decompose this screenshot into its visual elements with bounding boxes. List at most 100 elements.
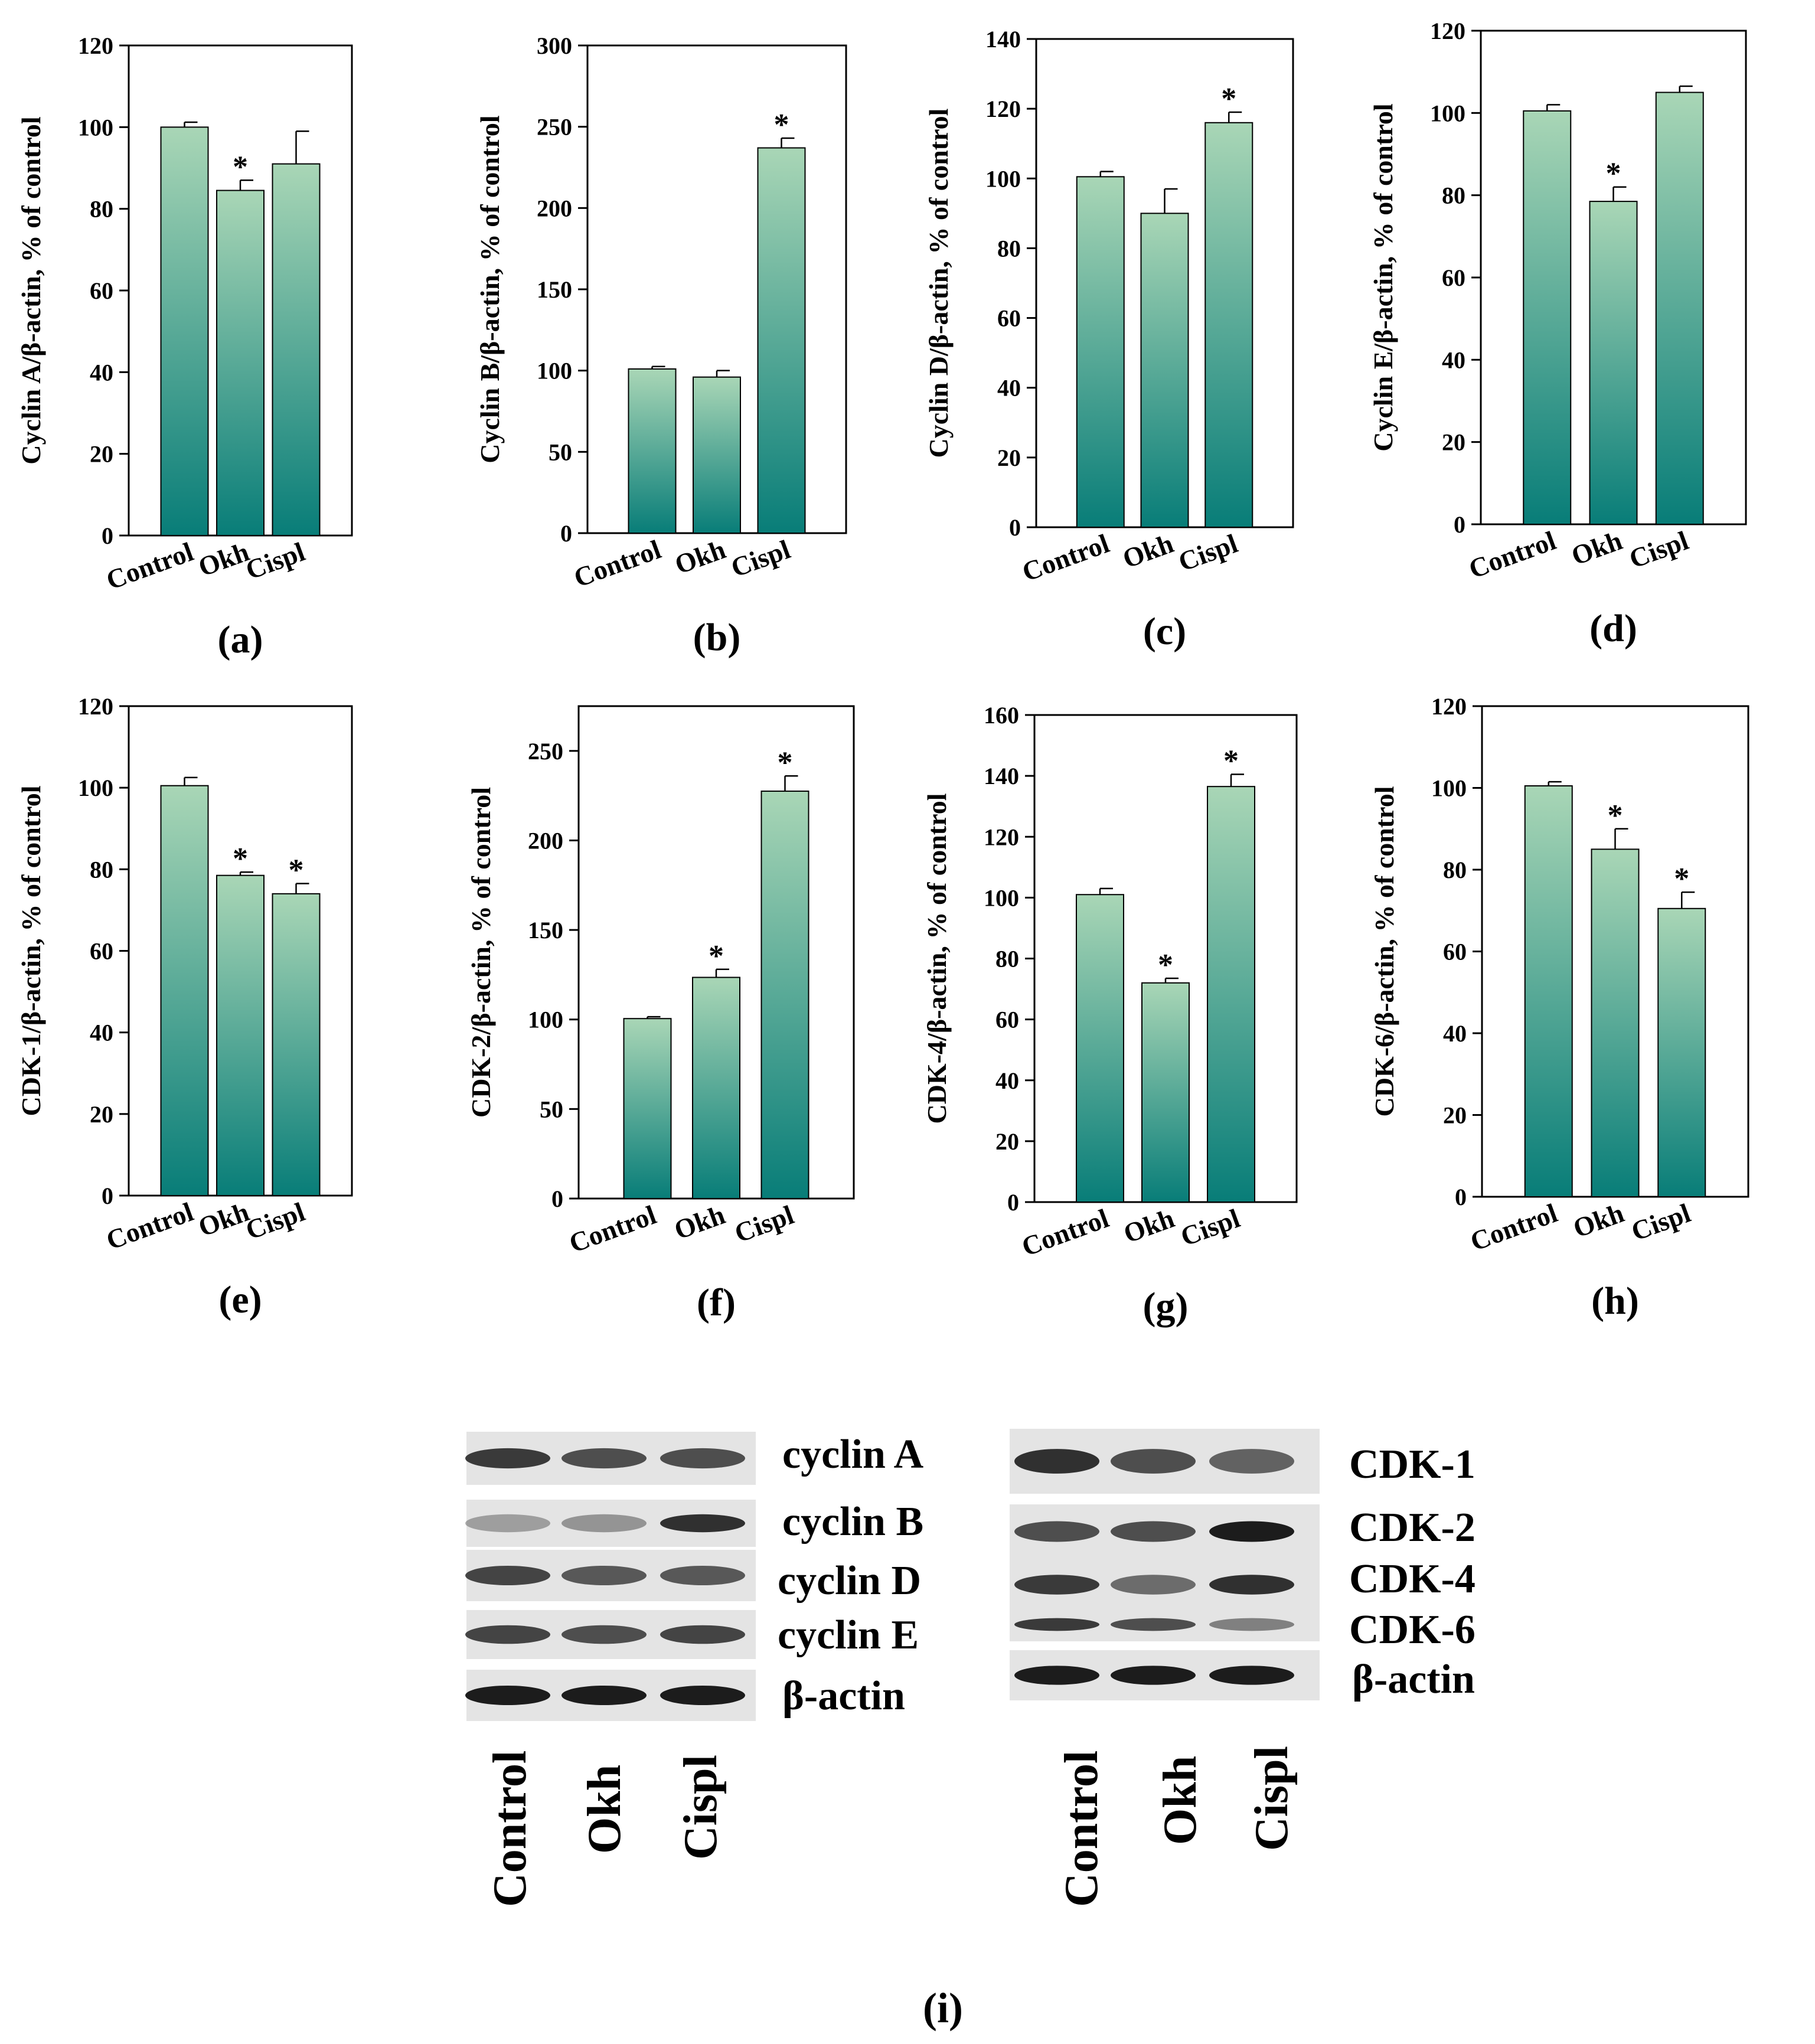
y-tick-label: 80 bbox=[995, 946, 1019, 972]
bar-cispl bbox=[757, 147, 806, 534]
significance-marker: * bbox=[774, 108, 789, 142]
y-tick-label: 120 bbox=[985, 96, 1021, 122]
band-label-cdk-1: CDK-1 bbox=[1349, 1442, 1475, 1487]
y-tick-label: 100 bbox=[984, 884, 1019, 911]
significance-marker: * bbox=[1221, 82, 1236, 116]
bar-control bbox=[1524, 785, 1573, 1197]
western-blot-right: CDK-1 CDK-2 CDK-4 CDK-6 β-actin Control … bbox=[1010, 1429, 1475, 1907]
panel-label-h: (h) bbox=[1591, 1279, 1639, 1323]
blot-band bbox=[562, 1514, 647, 1533]
x-tick-label-cispl: Cispl bbox=[241, 1196, 309, 1245]
y-tick-label: 250 bbox=[528, 738, 563, 765]
x-tick-label-okh: Okh bbox=[1119, 528, 1177, 574]
bar-cispl bbox=[1655, 92, 1704, 525]
blot-band bbox=[562, 1565, 647, 1586]
blot-band bbox=[1014, 1575, 1099, 1595]
y-tick-label: 50 bbox=[549, 439, 572, 465]
bar-control bbox=[1523, 110, 1572, 525]
x-tick-label-cispl: Cispl bbox=[241, 536, 309, 585]
chart-d: 0 20 40 60 80 100 120 Cyclin E/β-actin, % of co… bbox=[1368, 18, 1747, 650]
lane-label-control-left: Control bbox=[484, 1751, 536, 1907]
y-axis-title: Cyclin E/β-actin, % of control bbox=[1368, 103, 1398, 451]
y-tick-label: 60 bbox=[997, 305, 1021, 332]
y-tick-label: 100 bbox=[78, 114, 113, 141]
blot-band bbox=[1111, 1575, 1196, 1595]
bar-control bbox=[160, 126, 209, 537]
y-tick-label: 150 bbox=[537, 276, 572, 303]
y-axis-title: CDK-6/β-actin, % of control bbox=[1369, 786, 1399, 1117]
blot-band bbox=[660, 1565, 745, 1586]
lane-label-control-right: Control bbox=[1056, 1751, 1108, 1907]
bar-control bbox=[628, 368, 677, 534]
x-tick-label-okh: Okh bbox=[1119, 1203, 1178, 1249]
chart-a: 0 20 40 60 80 100 120 Cyclin A/β-actin, % of co… bbox=[16, 32, 353, 661]
blot-band bbox=[1014, 1666, 1099, 1685]
blot-band bbox=[1014, 1521, 1099, 1542]
bar-okh bbox=[692, 977, 740, 1199]
blot-band bbox=[660, 1625, 745, 1644]
lane-label-okh-left: Okh bbox=[579, 1765, 631, 1854]
significance-marker: * bbox=[1608, 799, 1623, 832]
bar-cispl bbox=[1657, 907, 1706, 1197]
x-tick-label-control: Control bbox=[565, 1199, 660, 1258]
y-axis-title: Cyclin D/β-actin, % of control bbox=[923, 109, 954, 458]
band-label-cyclin-e: cyclin E bbox=[778, 1612, 919, 1658]
x-tick-label-control: Control bbox=[1018, 1203, 1113, 1262]
band-label-cyclin-d: cyclin D bbox=[778, 1558, 921, 1604]
y-tick-label: 100 bbox=[985, 165, 1021, 192]
chart-h: 0 20 40 60 80 100 120 CDK-6/β-actin, % of contr… bbox=[1369, 693, 1749, 1323]
y-tick-label: 120 bbox=[1431, 693, 1467, 720]
bar-okh bbox=[1589, 201, 1638, 525]
x-tick-label-control: Control bbox=[1466, 1197, 1561, 1256]
blot-band bbox=[465, 1448, 550, 1469]
y-axis-title: Cyclin A/β-actin, % of control bbox=[16, 116, 46, 464]
y-axis-title: CDK-2/β-actin, % of control bbox=[466, 787, 496, 1118]
blot-band bbox=[1209, 1618, 1294, 1631]
y-tick-label: 0 bbox=[1455, 1184, 1467, 1210]
bar-okh bbox=[1141, 982, 1190, 1203]
panel-label-f: (f) bbox=[697, 1281, 736, 1324]
band-label-cdk-4: CDK-4 bbox=[1349, 1556, 1475, 1602]
x-tick-label-cispl: Cispl bbox=[1174, 528, 1242, 577]
panel-label-c: (c) bbox=[1143, 610, 1186, 653]
western-blot-left: cyclin A cyclin B cyclin D cyclin E β-ac… bbox=[465, 1432, 924, 1907]
y-tick-label: 40 bbox=[1442, 347, 1465, 373]
bar-cispl bbox=[1207, 786, 1255, 1203]
y-tick-label: 120 bbox=[78, 32, 113, 59]
panel-label-e: (e) bbox=[218, 1278, 262, 1321]
y-tick-label: 0 bbox=[1454, 511, 1465, 538]
y-tick-label: 0 bbox=[102, 1183, 113, 1209]
x-tick-label-control: Control bbox=[102, 1196, 197, 1255]
bar-okh bbox=[693, 376, 741, 534]
band-label-beta-actin-right: β-actin bbox=[1352, 1657, 1475, 1702]
y-tick-label: 20 bbox=[90, 441, 113, 468]
y-tick-label: 150 bbox=[528, 917, 563, 943]
bar-okh bbox=[1140, 213, 1189, 528]
y-axis-title: Cyclin B/β-actin, % of control bbox=[475, 115, 505, 463]
y-tick-label: 20 bbox=[1442, 429, 1465, 456]
lane-label-cispl-right: Cispl bbox=[1246, 1746, 1298, 1851]
blot-band bbox=[465, 1565, 550, 1586]
blot-band bbox=[1111, 1618, 1196, 1631]
chart-b: 0 50 100 150 200 250 300 Cyclin B/β-actin, % of… bbox=[475, 32, 847, 659]
blot-band bbox=[660, 1685, 745, 1706]
significance-marker: * bbox=[709, 939, 724, 973]
blot-band bbox=[1111, 1666, 1196, 1685]
blot-band bbox=[465, 1685, 550, 1706]
y-tick-label: 0 bbox=[551, 1186, 563, 1212]
panel-label-i: (i) bbox=[923, 1984, 963, 2032]
y-axis-title: CDK-1/β-actin, % of control bbox=[16, 786, 46, 1116]
y-tick-label: 50 bbox=[540, 1096, 563, 1122]
bar-control bbox=[1076, 176, 1125, 528]
y-tick-label: 0 bbox=[560, 520, 572, 547]
blot-band bbox=[1209, 1449, 1294, 1474]
panel-label-d: (d) bbox=[1589, 607, 1637, 650]
significance-marker: * bbox=[778, 746, 793, 779]
x-tick-label-okh: Okh bbox=[671, 534, 729, 580]
y-tick-label: 0 bbox=[102, 523, 113, 549]
blot-band bbox=[1209, 1521, 1294, 1542]
band-label-cyclin-a: cyclin A bbox=[782, 1432, 924, 1477]
y-tick-label: 60 bbox=[995, 1007, 1019, 1033]
y-tick-label: 300 bbox=[537, 32, 572, 59]
